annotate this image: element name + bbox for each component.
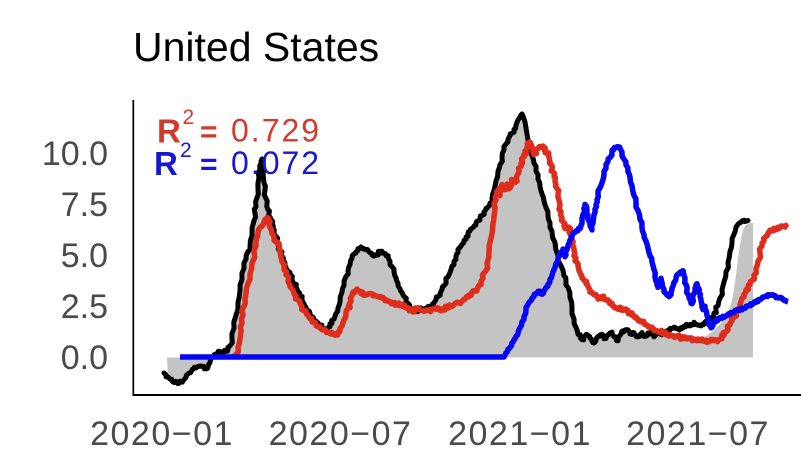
svg-text:0.0: 0.0 xyxy=(61,339,108,377)
svg-text:=: = xyxy=(200,116,218,149)
svg-text:2.5: 2.5 xyxy=(61,288,108,326)
svg-text:R: R xyxy=(157,113,181,150)
svg-text:0.729: 0.729 xyxy=(231,113,321,149)
svg-text:2021−07: 2021−07 xyxy=(626,415,770,453)
svg-text:United States: United States xyxy=(133,24,379,70)
svg-text:2020−01: 2020−01 xyxy=(90,415,234,453)
svg-text:2: 2 xyxy=(183,106,195,129)
svg-text:10.0: 10.0 xyxy=(42,135,108,173)
svg-text:7.5: 7.5 xyxy=(61,186,108,224)
svg-text:0.072: 0.072 xyxy=(231,145,321,181)
svg-text:R: R xyxy=(154,145,178,182)
svg-text:=: = xyxy=(200,148,218,181)
svg-text:2020−07: 2020−07 xyxy=(269,415,413,453)
svg-text:2021−01: 2021−01 xyxy=(448,415,592,453)
svg-text:5.0: 5.0 xyxy=(61,237,108,275)
svg-text:2: 2 xyxy=(180,139,192,162)
